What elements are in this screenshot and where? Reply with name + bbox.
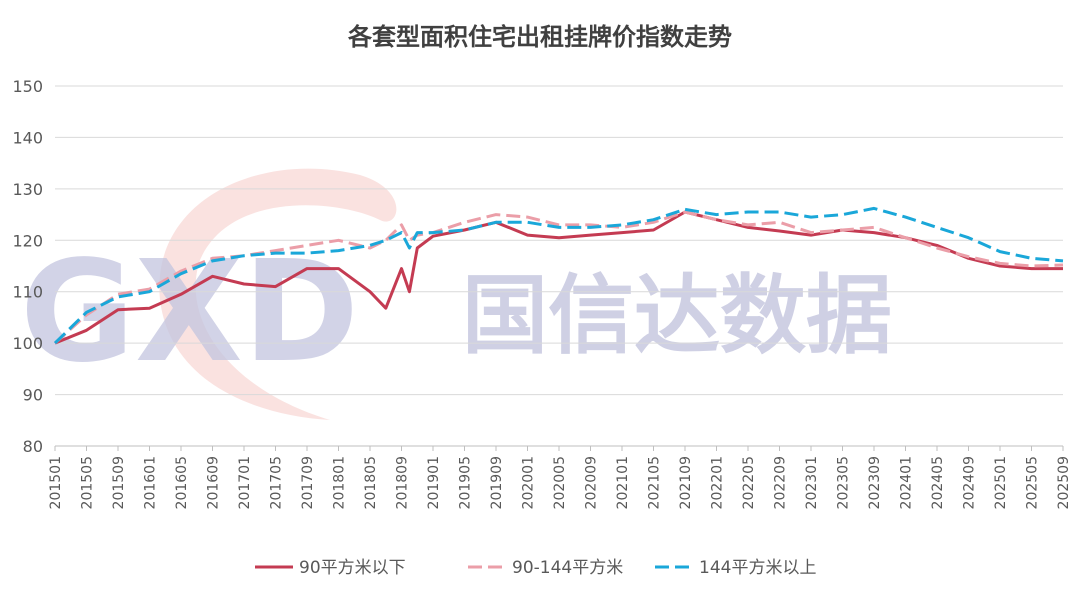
- x-tick-label: 201901: [426, 456, 442, 509]
- watermark-swoosh: [159, 168, 397, 420]
- x-tick-label: 201709: [300, 456, 316, 509]
- series-group: [53, 206, 1064, 345]
- x-tick-label: 201701: [237, 456, 253, 509]
- legend-label-3: 144平方米以上: [699, 558, 816, 578]
- x-tick-label: 201605: [174, 456, 190, 509]
- series-line-3: [53, 206, 1064, 345]
- y-tick-label: 80: [23, 437, 43, 456]
- gridlines: [55, 85, 1063, 396]
- x-tick-label: 202301: [804, 456, 820, 509]
- legend-label-2: 90-144平方米: [512, 558, 623, 578]
- x-tick-label: 202509: [1056, 456, 1072, 509]
- x-tick-label: 202405: [930, 456, 946, 509]
- x-tick-label: 202005: [552, 456, 568, 509]
- watermark: GXD 国信达数据: [20, 168, 892, 420]
- watermark-text: 国信达数据: [462, 266, 892, 366]
- x-tick-label: 201705: [269, 456, 285, 509]
- x-tick-label: 202109: [678, 456, 694, 509]
- y-axis: 80 90 100 110 120 130 140 150: [12, 77, 43, 456]
- x-tick-label: 202009: [584, 456, 600, 509]
- y-tick-label: 110: [12, 283, 43, 302]
- x-tick-label: 201909: [489, 456, 505, 509]
- x-tick-label: 202501: [993, 456, 1009, 509]
- x-tick-label: 202105: [647, 456, 663, 509]
- x-tick-label: 201509: [111, 456, 127, 509]
- x-tick-label: 202305: [836, 456, 852, 509]
- legend-label-1: 90平方米以下: [299, 558, 406, 578]
- x-tick-label: 202505: [1025, 456, 1041, 509]
- y-tick-label: 130: [12, 180, 43, 199]
- x-tick-label: 201601: [143, 456, 159, 509]
- x-tick-label: 202101: [615, 456, 631, 509]
- watermark-logo: GXD: [20, 231, 359, 394]
- x-tick-label: 202209: [773, 456, 789, 509]
- x-tick-label: 201801: [332, 456, 348, 509]
- legend: 90平方米以下 90-144平方米 144平方米以上: [255, 558, 816, 578]
- chart-title: 各套型面积住宅出租挂牌价指数走势: [347, 23, 732, 51]
- x-tick-label: 202001: [521, 456, 537, 509]
- x-tick-label: 202309: [867, 456, 883, 509]
- x-tick-label: 201501: [48, 456, 64, 509]
- x-tick-label: 202409: [962, 456, 978, 509]
- x-tick-label: 202401: [899, 456, 915, 509]
- series-line-1: [54, 210, 1063, 345]
- y-tick-label: 90: [23, 386, 43, 405]
- x-tick-label: 201505: [80, 456, 96, 509]
- x-tick-label: 202205: [741, 456, 757, 509]
- y-tick-label: 120: [12, 231, 43, 250]
- x-tick-label: 201905: [458, 456, 474, 509]
- x-tick-label: 202201: [710, 456, 726, 509]
- y-tick-label: 140: [12, 128, 43, 147]
- x-axis: 201501 201505 201509 201601 201605 201609 2017…: [48, 446, 1072, 509]
- y-tick-label: 100: [12, 334, 43, 353]
- x-tick-label: 201805: [363, 456, 379, 509]
- x-tick-label: 201809: [395, 456, 411, 509]
- x-tick-label: 201609: [206, 456, 222, 509]
- y-tick-label: 150: [12, 77, 43, 96]
